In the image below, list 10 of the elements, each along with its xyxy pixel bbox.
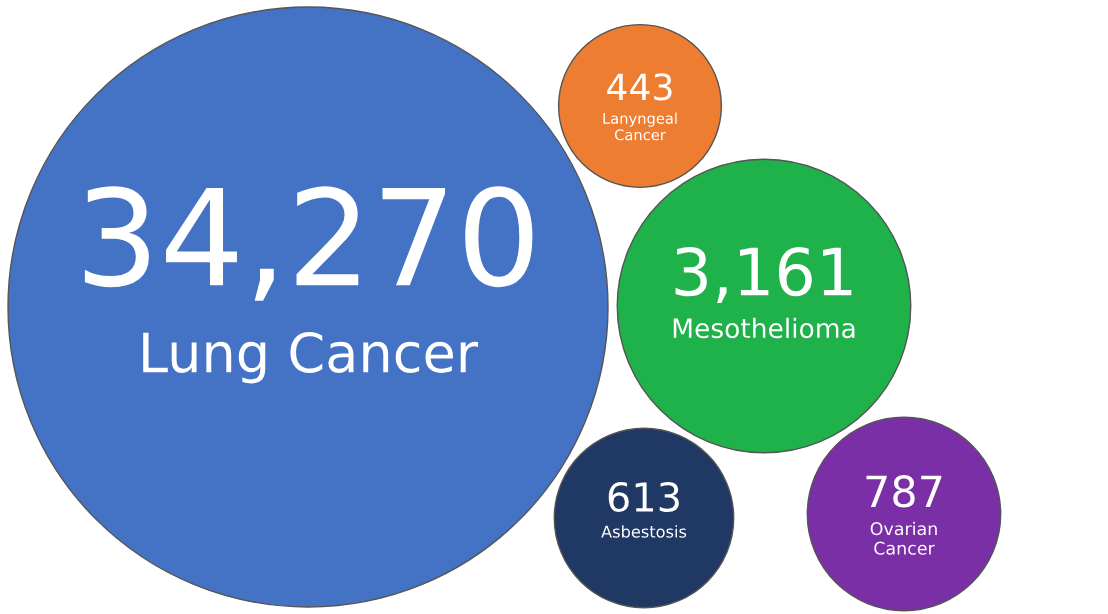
category-label: Lung Cancer — [143, 331, 479, 384]
data-label: 787 — [866, 475, 942, 508]
category-label: Ovarian Cancer — [870, 521, 937, 555]
data-label: 613 — [608, 481, 679, 513]
category-label: Mesothelioma — [673, 317, 855, 339]
data-label: 443 — [607, 73, 672, 101]
data-label: 34,270 — [84, 186, 533, 301]
category-label: Asbestosis — [601, 525, 687, 538]
category-label: Lanyngeal Cancer — [603, 112, 677, 141]
data-label: 3,161 — [675, 246, 852, 303]
